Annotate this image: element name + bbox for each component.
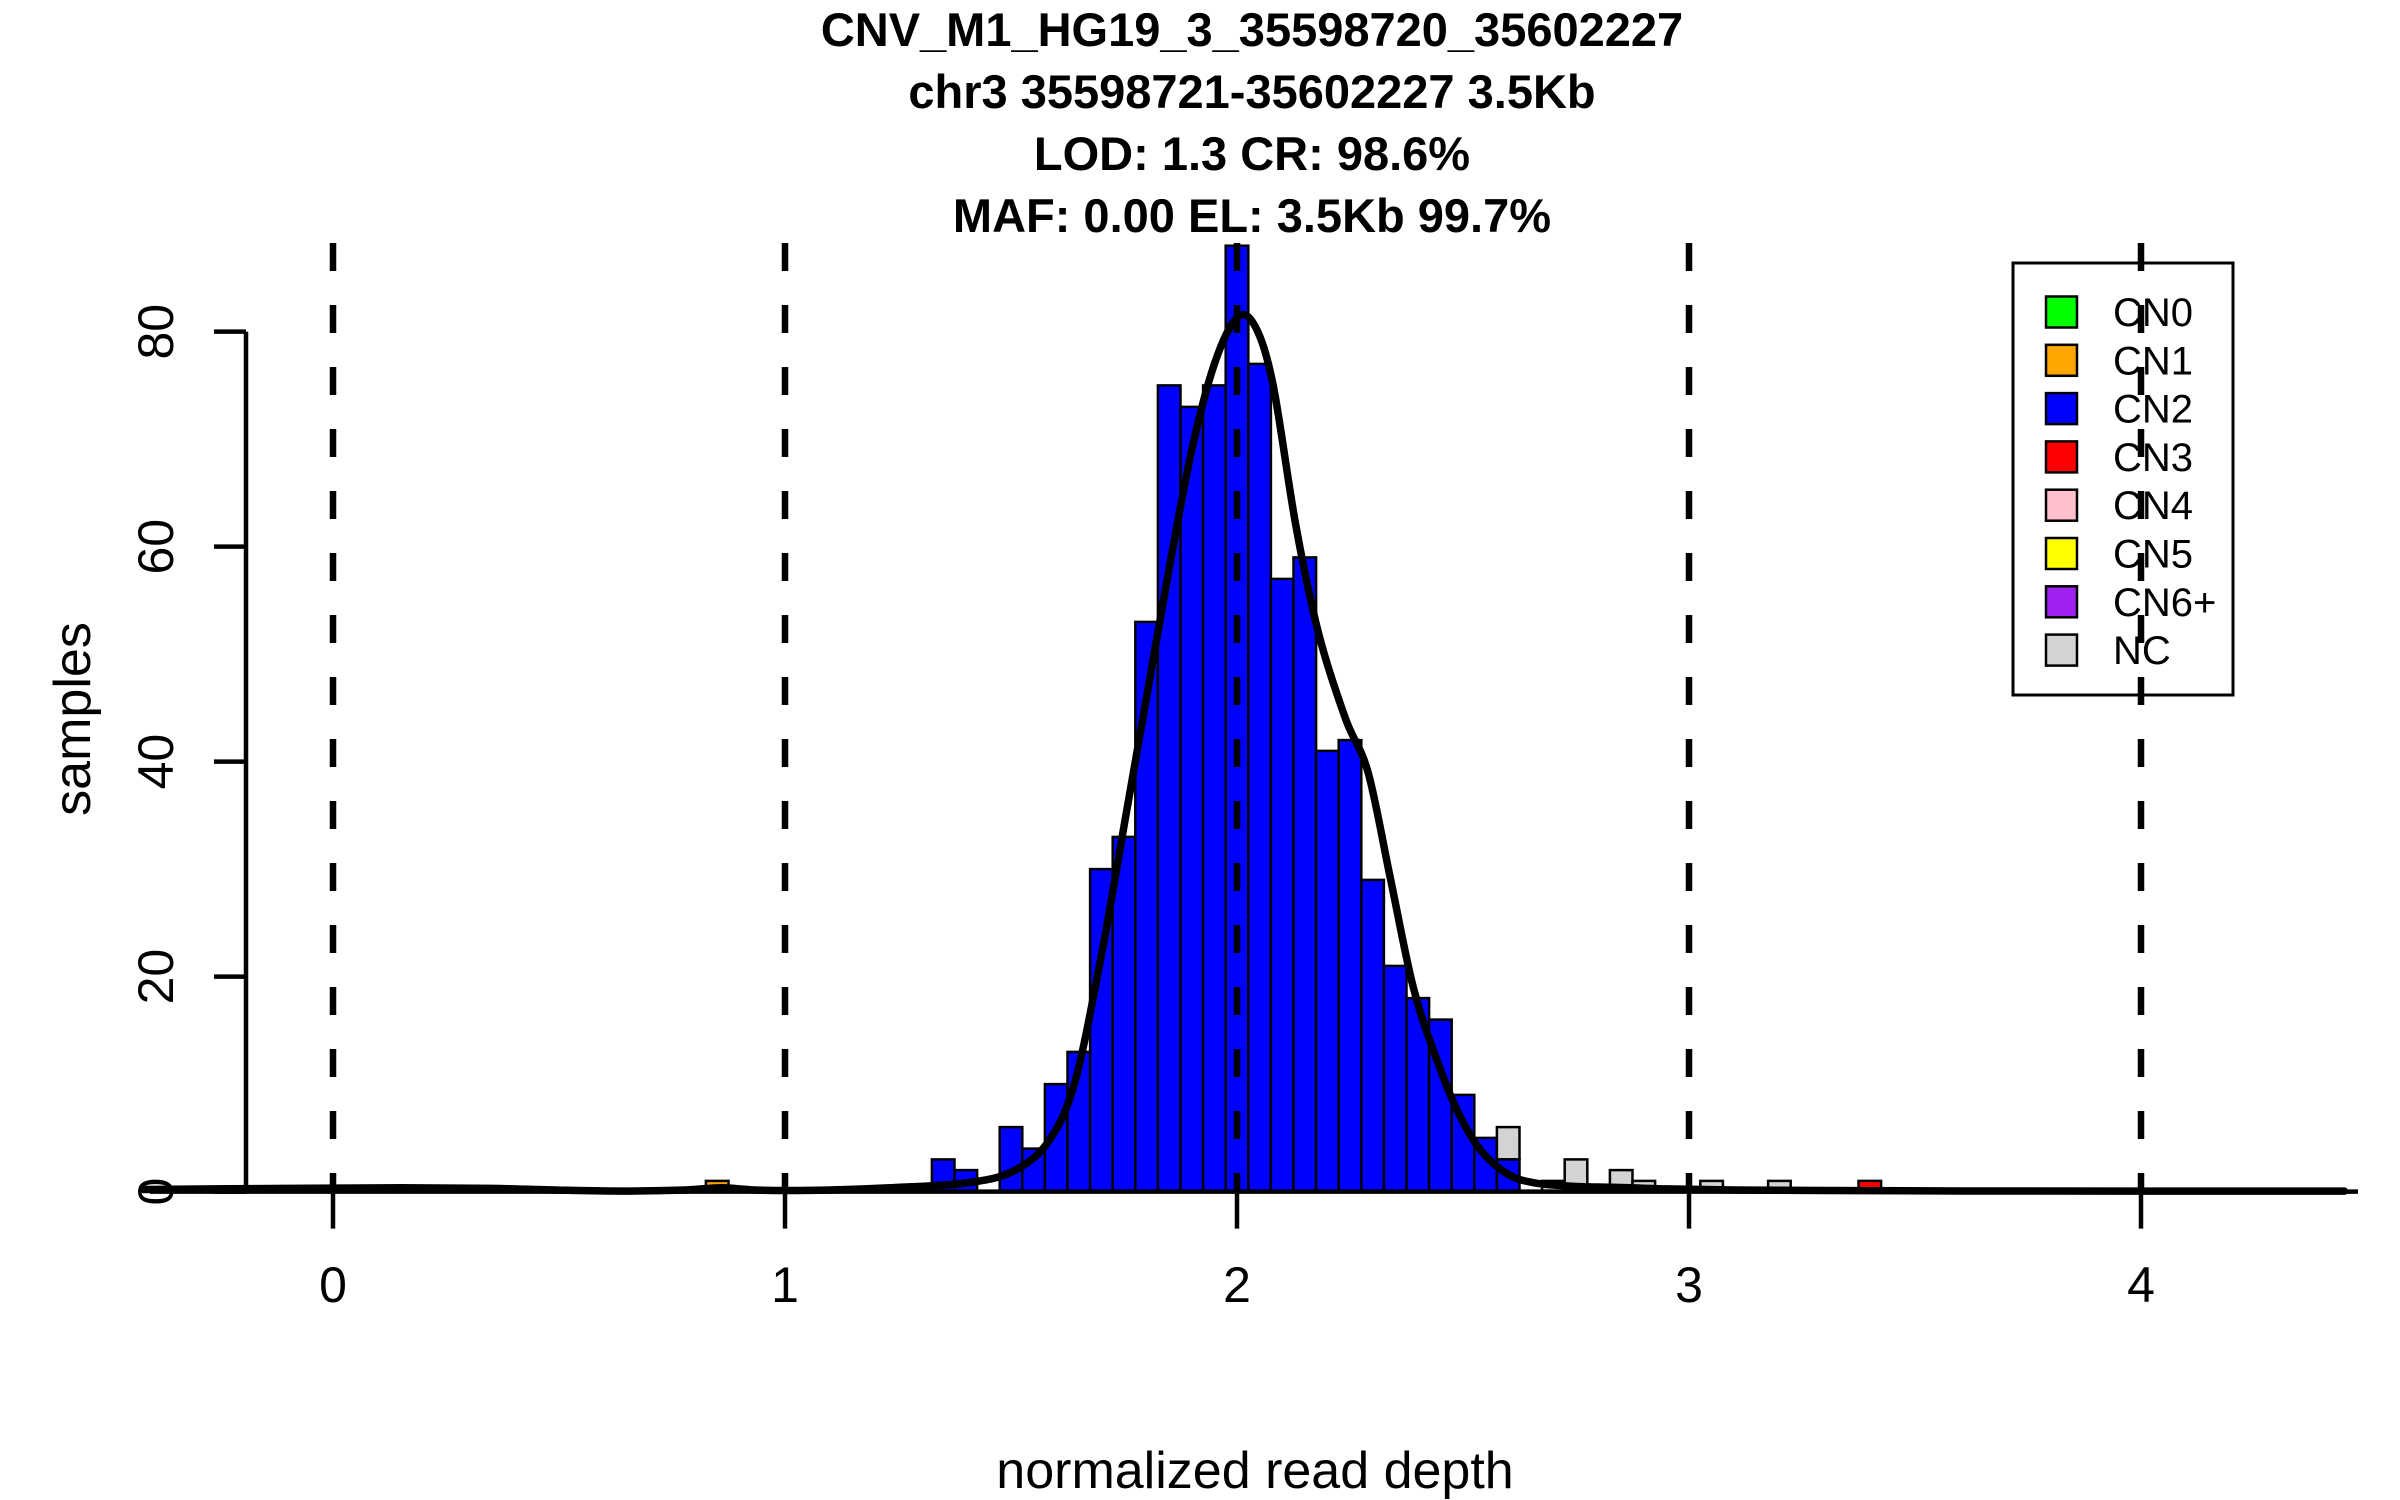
plot-title-line-4: MAF: 0.00 EL: 3.5Kb 99.7% [953,189,1551,242]
x-tick-label: 1 [771,1257,799,1313]
histogram-bar-CN2 [1179,405,1205,1193]
y-tick-label: 40 [128,734,184,790]
y-tick-label: 0 [128,1178,184,1206]
x-tick-label: 3 [1675,1257,1703,1313]
x-tick-label: 4 [2127,1257,2155,1313]
x-tick-label: 2 [1223,1257,1251,1313]
legend-swatch-CN1 [2044,343,2079,378]
histogram-bar-CN2 [998,1125,1024,1193]
legend-label-CN6plus: CN6+ [2113,581,2216,625]
histogram-bar-CN2 [1337,738,1363,1193]
density-curve-group [139,310,2349,1195]
histogram-bar-NC [1495,1125,1521,1161]
histogram-bar-CN2 [1269,577,1295,1193]
legend-swatch-CN3 [2044,440,2079,474]
legend-swatch-CN4 [2044,488,2079,522]
histogram-bar-CN2 [1247,362,1273,1193]
legend-swatch-CN0 [2044,295,2079,329]
histogram-bar-CN2 [1292,556,1318,1193]
y-axis-label: samples [44,622,102,816]
legend-label-CN2: CN2 [2113,388,2193,432]
legend-label-CN3: CN3 [2113,436,2193,480]
legend-swatch-NC [2044,633,2079,667]
histogram-bars [704,244,1883,1193]
plot-title-line-3: LOD: 1.3 CR: 98.6% [1034,127,1470,180]
y-tick-label: 20 [128,949,184,1005]
legend-label-CN0: CN0 [2113,291,2193,335]
plot-title-line-2: chr3 35598721-35602227 3.5Kb [908,65,1595,118]
y-tick-label: 60 [128,519,184,575]
y-tick-label: 80 [128,304,184,360]
histogram-bar-CN2 [1201,384,1227,1193]
legend-swatch-CN6plus [2044,585,2079,619]
legend-label-CN1: CN1 [2113,339,2193,383]
axes [150,329,2358,1229]
legend-label-NC: NC [2113,629,2171,673]
plot-title-line-1: CNV_M1_HG19_3_35598720_35602227 [821,3,1683,56]
histogram-bar-CN2 [1314,749,1340,1193]
legend-swatch-CN2 [2044,391,2079,426]
legend-box [2011,261,2235,697]
x-tick-label: 0 [319,1257,347,1313]
legend-swatch-CN5 [2044,536,2079,571]
histogram-bar-CN2 [1382,964,1408,1193]
legend-label-CN4: CN4 [2113,484,2193,528]
histogram-bar-CN2 [1360,878,1386,1193]
legend-label-CN5: CN5 [2113,533,2193,577]
density-curve [139,310,2349,1195]
x-axis-label: normalized read depth [996,1442,1513,1500]
